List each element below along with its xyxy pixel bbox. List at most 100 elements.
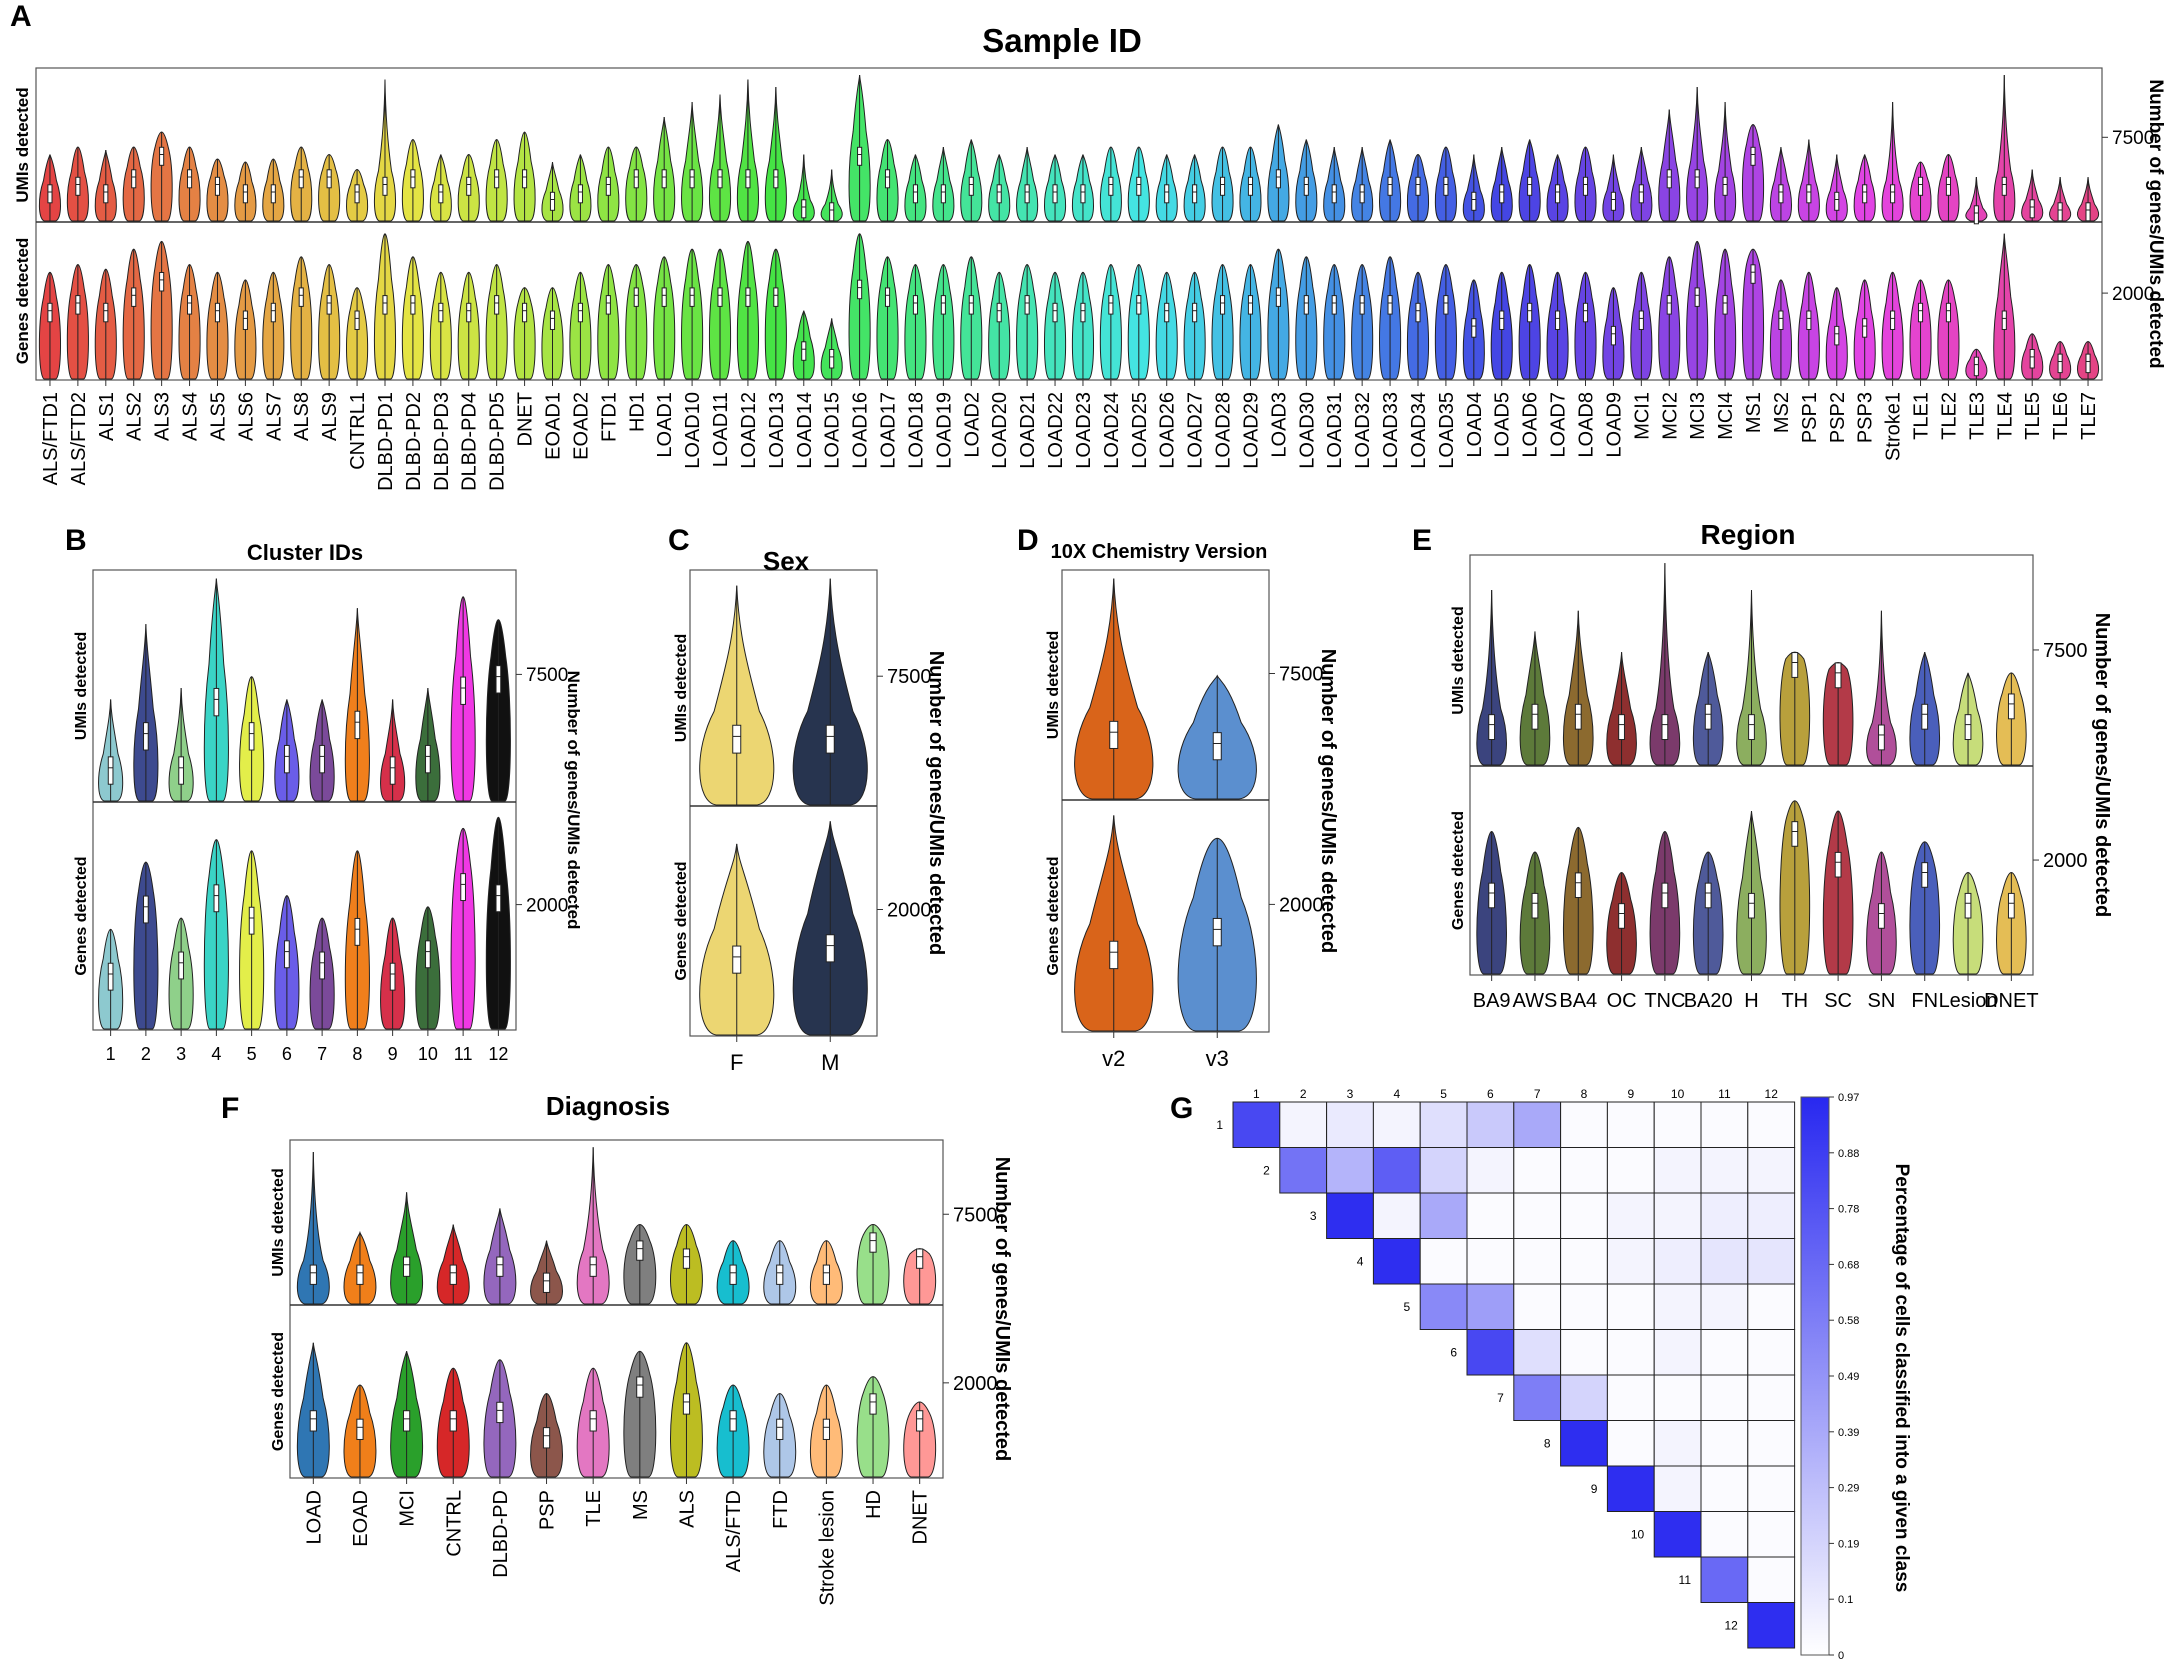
gene-box-37 xyxy=(1080,302,1086,323)
gene-box-12 xyxy=(869,1393,877,1415)
row-label: 3 xyxy=(1310,1209,1317,1223)
colorbar-tick-label: 0 xyxy=(1838,1650,1844,1662)
gene-box-16 xyxy=(494,295,500,315)
x-label: LOAD6 xyxy=(1520,392,1542,458)
heat-cell xyxy=(1606,1374,1655,1421)
y-label-right: Number of genes/UMIs detected xyxy=(925,651,947,956)
umi-box-28 xyxy=(829,202,835,222)
x-label: PSP2 xyxy=(1827,392,1849,443)
panel-a-title: Sample ID xyxy=(982,22,1142,59)
gene-box-0 xyxy=(1488,882,1496,909)
gene-box-2 xyxy=(403,1410,411,1432)
umi-box-65 xyxy=(1862,184,1868,204)
panel-g: 1 2 3 4 5 6 7 8 9 10 11 121234567891011120.970.880.… xyxy=(1216,1087,1912,1662)
col-label: 7 xyxy=(1534,1087,1541,1101)
colorbar-tick-label: 0.29 xyxy=(1838,1483,1859,1495)
x-label: LOAD34 xyxy=(1408,392,1430,469)
gene-box-9 xyxy=(425,940,431,969)
gene-box-3 xyxy=(1618,903,1625,929)
panel-e: Region UMIs detected Genes detected 7500 200… xyxy=(1450,519,2113,1012)
x-label: BA4 xyxy=(1559,990,1597,1012)
umi-box-48 xyxy=(1387,176,1393,196)
gene-box-38 xyxy=(1108,295,1114,315)
y-label-umis: UMIs detected xyxy=(1450,606,1467,714)
x-label: EOAD1 xyxy=(543,392,565,460)
x-label: LOAD35 xyxy=(1436,392,1458,469)
x-label: DLBD-PD1 xyxy=(375,392,397,491)
panel-d-title: 10X Chemistry Version xyxy=(1051,541,1268,563)
x-label: FTD xyxy=(770,1490,792,1529)
tick-label-2000: 2000 xyxy=(2112,284,2154,305)
heat-cell xyxy=(1700,1192,1749,1239)
gene-box-48 xyxy=(1387,295,1393,315)
x-label: LOAD8 xyxy=(1576,392,1598,458)
heat-cell xyxy=(1747,1374,1796,1421)
panel-b-frame xyxy=(92,569,517,1031)
umi-box-31 xyxy=(912,184,918,204)
heat-cell xyxy=(1606,1101,1655,1148)
x-label: 6 xyxy=(282,1044,292,1064)
gene-box-64 xyxy=(1834,325,1840,346)
x-label: LOAD28 xyxy=(1213,392,1235,469)
umi-box-43 xyxy=(1247,176,1254,196)
gene-box-12 xyxy=(2007,892,2015,919)
gene-box-1 xyxy=(356,1418,364,1440)
heat-cell xyxy=(1606,1283,1655,1330)
panel-letter-b: B xyxy=(65,524,87,557)
umi-box-6 xyxy=(214,176,221,196)
umi-box-2 xyxy=(103,184,109,204)
umi-box-5 xyxy=(187,169,193,189)
gene-box-69 xyxy=(1973,356,1979,377)
x-label: LOAD27 xyxy=(1185,392,1207,469)
heat-cell xyxy=(1560,1374,1608,1421)
gene-box-4 xyxy=(159,272,165,292)
x-label: DNET xyxy=(1984,990,2038,1012)
heat-cell xyxy=(1747,1147,1796,1194)
x-label: PSP xyxy=(537,1490,559,1530)
x-label: MCI xyxy=(397,1490,419,1527)
umi-box-8 xyxy=(682,1248,691,1269)
row-label: 9 xyxy=(1591,1482,1598,1496)
x-label: 2 xyxy=(141,1044,151,1064)
gene-box-66 xyxy=(1890,310,1896,330)
umi-box-4 xyxy=(248,722,255,751)
x-label: TNC xyxy=(1644,990,1685,1012)
gene-box-3 xyxy=(131,287,137,307)
gene-box-65 xyxy=(1862,318,1868,338)
heat-cell xyxy=(1653,1101,1702,1148)
umi-box-2 xyxy=(403,1256,411,1277)
panel-letter-c: C xyxy=(668,524,690,557)
heat-cell xyxy=(1653,1238,1702,1285)
gene-box-5 xyxy=(284,940,290,969)
heat-cell xyxy=(1747,1101,1796,1148)
heat-cell xyxy=(1372,1147,1421,1194)
x-label: LOAD12 xyxy=(738,392,760,469)
row-label: 10 xyxy=(1631,1527,1645,1541)
umi-box-56 xyxy=(1610,191,1616,211)
x-label: LOAD19 xyxy=(933,392,955,469)
heat-cell xyxy=(1747,1283,1796,1330)
umi-box-64 xyxy=(1834,191,1840,211)
gene-box-2 xyxy=(1574,872,1582,899)
gene-box-35 xyxy=(1024,295,1030,315)
umi-box-14 xyxy=(438,184,444,204)
heat-cell xyxy=(1606,1238,1655,1285)
umi-box-33 xyxy=(968,176,974,196)
x-label: DLBD-PD3 xyxy=(431,392,453,491)
umi-box-5 xyxy=(542,1272,551,1293)
row-label: 4 xyxy=(1357,1254,1364,1268)
heat-cell xyxy=(1232,1101,1281,1148)
gene-box-31 xyxy=(912,295,918,315)
gene-box-43 xyxy=(1247,295,1254,315)
gene-box-4 xyxy=(496,1401,504,1424)
umi-box-18 xyxy=(549,191,556,211)
col-label: 10 xyxy=(1671,1087,1685,1101)
panel-letter-e: E xyxy=(1412,524,1432,557)
heat-cell xyxy=(1372,1192,1421,1239)
x-label: ALS/FTD1 xyxy=(40,392,62,485)
x-label: ALS/FTD2 xyxy=(68,392,90,485)
gene-box-53 xyxy=(1527,302,1533,323)
umi-box-3 xyxy=(449,1264,457,1285)
x-label: LOAD9 xyxy=(1603,392,1625,458)
x-label: TLE xyxy=(583,1490,605,1527)
